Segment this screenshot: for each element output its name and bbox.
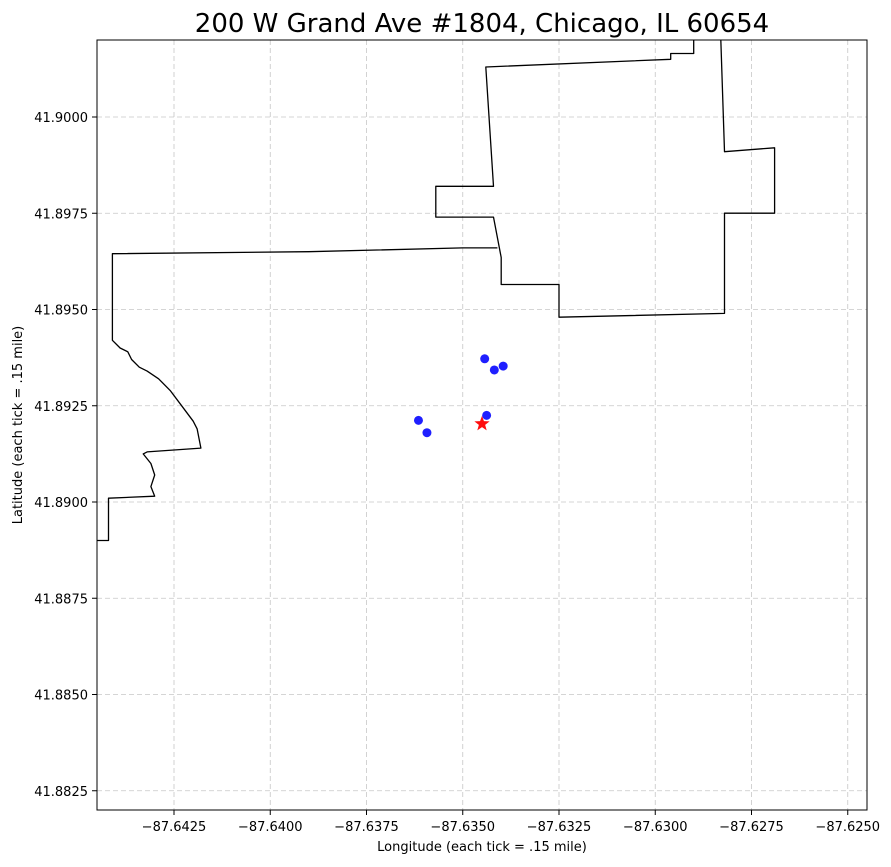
y-tick-label: 41.8825 [34, 785, 88, 800]
chart-title: 200 W Grand Ave #1804, Chicago, IL 60654 [195, 9, 769, 39]
location-point [498, 361, 508, 371]
y-tick-label: 41.8975 [34, 207, 88, 222]
location-point [413, 415, 423, 425]
location-point [422, 428, 432, 438]
x-tick-label: −87.6300 [623, 820, 688, 835]
y-tick-label: 41.8875 [34, 592, 88, 607]
data-points [413, 354, 508, 438]
target-location-star-icon [474, 415, 490, 431]
x-tick-label: −87.6375 [334, 820, 399, 835]
y-axis-label: Latitude (each tick = .15 mile) [11, 326, 26, 525]
x-tick-label: −87.6325 [527, 820, 592, 835]
y-tick-label: 41.8925 [34, 400, 88, 415]
boundary-lines [97, 40, 776, 542]
x-tick-label: −87.6275 [719, 820, 784, 835]
plot-frame [96, 39, 868, 811]
grid-lines [97, 40, 867, 810]
y-tick-label: 41.9000 [34, 111, 88, 126]
boundary-line [97, 247, 498, 542]
y-tick-label: 41.8900 [34, 496, 88, 511]
location-point [480, 354, 490, 364]
location-point [489, 365, 499, 375]
x-tick-label: −87.6425 [142, 820, 207, 835]
x-axis-ticks: −87.6425 −87.6400 −87.6375 −87.6350 −87.6325… [142, 810, 880, 835]
x-tick-label: −87.6350 [430, 820, 495, 835]
boundary-line [435, 40, 776, 318]
x-axis-label: Longitude (each tick = .15 mile) [377, 840, 587, 855]
x-tick-label: −87.6400 [238, 820, 303, 835]
y-axis-ticks: 41.8825 41.8850 41.8875 41.8900 41.8925 41.89… [34, 111, 97, 800]
y-tick-label: 41.8850 [34, 689, 88, 704]
location-point [482, 410, 492, 420]
y-tick-label: 41.8950 [34, 304, 88, 319]
x-tick-label: −87.6250 [815, 820, 880, 835]
